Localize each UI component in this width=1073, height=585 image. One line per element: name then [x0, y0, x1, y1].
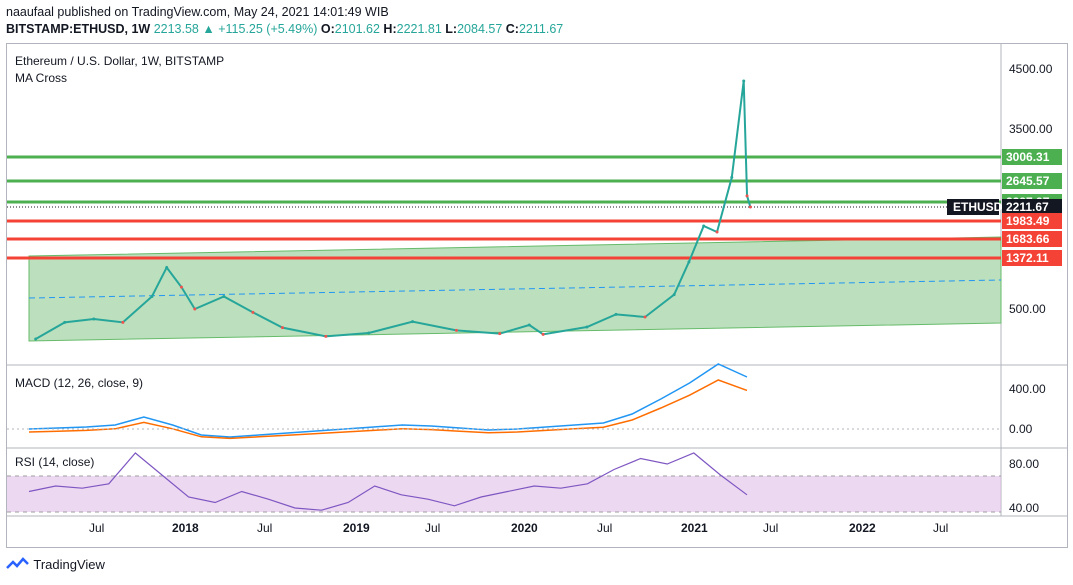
- price-point: [280, 326, 284, 330]
- price-point: [454, 328, 458, 332]
- time-tick: Jul: [425, 521, 440, 535]
- high-value: 2221.81: [396, 22, 442, 36]
- price-tick: 3500.00: [1009, 122, 1053, 136]
- time-tick: 2018: [172, 521, 199, 535]
- level-tag: 2645.57: [1006, 174, 1050, 188]
- macd-line: [28, 363, 748, 438]
- channel-midline: [28, 279, 1002, 299]
- price-tick: 4500.00: [1009, 62, 1053, 76]
- price-point: [324, 334, 328, 338]
- macd-series: [7, 363, 1001, 440]
- main-pane-title: Ethereum / U.S. Dollar, 1W, BITSTAMP: [15, 54, 225, 68]
- price-point: [34, 337, 38, 341]
- time-tick: 2020: [511, 521, 538, 535]
- open-label: O:: [320, 22, 335, 36]
- price-point: [165, 265, 169, 269]
- level-tag: 2211.67: [1006, 200, 1049, 214]
- time-tick: Jul: [933, 521, 948, 535]
- signal-line: [28, 379, 748, 440]
- symbol-tag: ETHUSD: [953, 200, 1003, 214]
- price-point: [715, 230, 719, 234]
- time-tick: Jul: [763, 521, 778, 535]
- price-tick: 500.00: [1009, 302, 1046, 316]
- footer-brand: TradingView: [33, 557, 105, 572]
- level-tag-bg: [1002, 173, 1062, 189]
- rsi-line: [28, 452, 748, 511]
- price-point: [748, 205, 752, 209]
- price-point: [251, 310, 255, 314]
- price-point: [585, 325, 589, 329]
- rsi-series: [7, 452, 1001, 513]
- open-value: 2101.62: [334, 22, 380, 36]
- symbol-ohlc-line: BITSTAMP:ETHUSD, 1W 2213.58 ▲ +115.25 (+…: [6, 22, 563, 36]
- level-tag-bg: [1002, 149, 1062, 165]
- price-point: [702, 224, 706, 228]
- macd-tick: 400.00: [1009, 382, 1046, 396]
- axis-labels: 4500.003500.00500.003006.312645.572297.9…: [89, 62, 1062, 535]
- level-tag-bg: [1002, 199, 1062, 215]
- time-tick: 2019: [343, 521, 370, 535]
- time-tick: Jul: [89, 521, 104, 535]
- symbol-tag-bg: [947, 199, 999, 215]
- price-point: [745, 194, 749, 198]
- price-point: [63, 320, 67, 324]
- rsi-title: RSI (14, close): [15, 455, 95, 469]
- price-point: [222, 295, 226, 298]
- tradingview-footer[interactable]: TradingView: [6, 557, 105, 574]
- price-point: [498, 332, 502, 336]
- level-tag: 1683.66: [1006, 232, 1050, 246]
- level-tag-bg: [1002, 250, 1062, 266]
- indicator-title: MA Cross: [15, 71, 68, 85]
- time-tick: 2021: [681, 521, 708, 535]
- price-point: [367, 331, 371, 335]
- price-point: [193, 307, 197, 311]
- tradingview-logo-icon: [6, 557, 30, 574]
- grid-lines: [7, 44, 1067, 517]
- chart-canvas[interactable]: 4500.003500.00500.003006.312645.572297.9…: [7, 44, 1067, 547]
- price-series: [34, 79, 752, 341]
- price-point: [527, 323, 531, 327]
- level-tag: 3006.31: [1006, 150, 1050, 164]
- price-point: [92, 317, 96, 321]
- time-tick: 2022: [849, 521, 876, 535]
- high-label: H:: [383, 22, 397, 36]
- rsi-tick: 80.00: [1009, 457, 1039, 471]
- level-tag-bg: [1002, 213, 1062, 229]
- close-value: 2211.67: [518, 22, 564, 36]
- price-point: [672, 293, 676, 297]
- price-point: [643, 315, 647, 319]
- macd-tick: 0.00: [1009, 422, 1033, 436]
- price-point: [411, 320, 415, 324]
- low-label: L:: [445, 22, 458, 36]
- price-point: [150, 295, 154, 298]
- level-tag: 1372.11: [1006, 251, 1049, 265]
- price-change: ▲ +115.25 (+5.49%): [202, 22, 318, 36]
- chart-frame[interactable]: 4500.003500.00500.003006.312645.572297.9…: [6, 43, 1068, 548]
- low-value: 2084.57: [457, 22, 503, 36]
- time-tick: Jul: [257, 521, 272, 535]
- horizontal-levels: [7, 155, 1001, 260]
- price-point: [730, 175, 734, 179]
- last-price: 2213.58: [153, 22, 199, 36]
- level-tag-bg: [1002, 231, 1062, 247]
- channel-area: [28, 236, 1002, 342]
- price-point: [541, 332, 545, 336]
- rsi-band: [7, 476, 1001, 512]
- macd-title: MACD (12, 26, close, 9): [15, 376, 144, 390]
- rsi-tick: 40.00: [1009, 501, 1039, 515]
- symbol-label: BITSTAMP:ETHUSD, 1W: [6, 22, 151, 36]
- price-point: [614, 312, 618, 316]
- close-label: C:: [505, 22, 519, 36]
- channel-fill: [28, 236, 1002, 342]
- price-point: [687, 260, 691, 264]
- time-tick: Jul: [597, 521, 612, 535]
- price-point: [742, 79, 746, 83]
- level-tag: 1983.49: [1006, 214, 1050, 228]
- price-point: [121, 320, 125, 324]
- publish-info: naaufaal published on TradingView.com, M…: [6, 5, 389, 19]
- price-point: [179, 285, 183, 289]
